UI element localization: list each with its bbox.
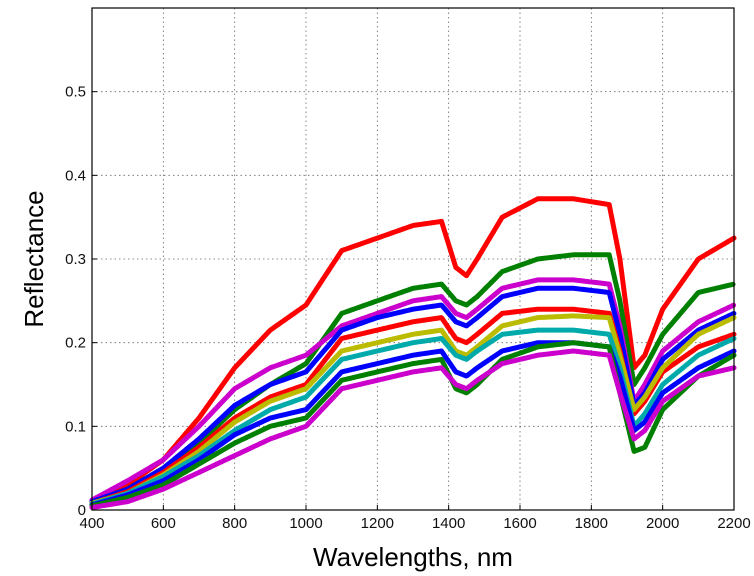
series-line-9 <box>89 340 737 509</box>
x-tick-label: 600 <box>151 515 176 532</box>
x-tick-label: 1200 <box>361 515 394 532</box>
y-tick-label: 0.4 <box>65 167 86 184</box>
x-tick-label: 1800 <box>575 515 608 532</box>
x-tick-label: 1000 <box>289 515 322 532</box>
x-tick-label: 800 <box>222 515 247 532</box>
series-line-5 <box>89 306 737 506</box>
x-tick-label: 2200 <box>717 515 750 532</box>
y-tick-label: 0 <box>78 502 86 519</box>
y-tick-label: 0.5 <box>65 84 86 101</box>
y-tick-label: 0.1 <box>65 418 86 435</box>
series-line-4 <box>89 285 737 505</box>
y-tick-label: 0.2 <box>65 335 86 352</box>
x-axis-label: Wavelengths, nm <box>313 542 513 572</box>
y-axis-ticks: 0 0.1 0.2 0.3 0.4 0.5 <box>65 84 97 519</box>
series-line-1 <box>89 196 737 505</box>
x-tick-label: 1400 <box>432 515 465 532</box>
y-tick-label: 0.3 <box>65 251 86 268</box>
series-line-2 <box>89 252 737 505</box>
series-layer <box>89 196 737 510</box>
series-line-3 <box>89 277 737 503</box>
x-tick-label: 2000 <box>646 515 679 532</box>
x-axis-ticks: 400 600 800 1000 1200 1400 1600 1800 2000 2200 <box>79 505 751 532</box>
series-line-7 <box>89 327 737 507</box>
x-tick-label: 400 <box>79 515 104 532</box>
y-axis-label: Reflectance <box>19 190 49 327</box>
series-line-6 <box>89 313 737 506</box>
series-line-10 <box>89 348 737 510</box>
series-line-8 <box>89 340 737 508</box>
x-tick-label: 1600 <box>503 515 536 532</box>
